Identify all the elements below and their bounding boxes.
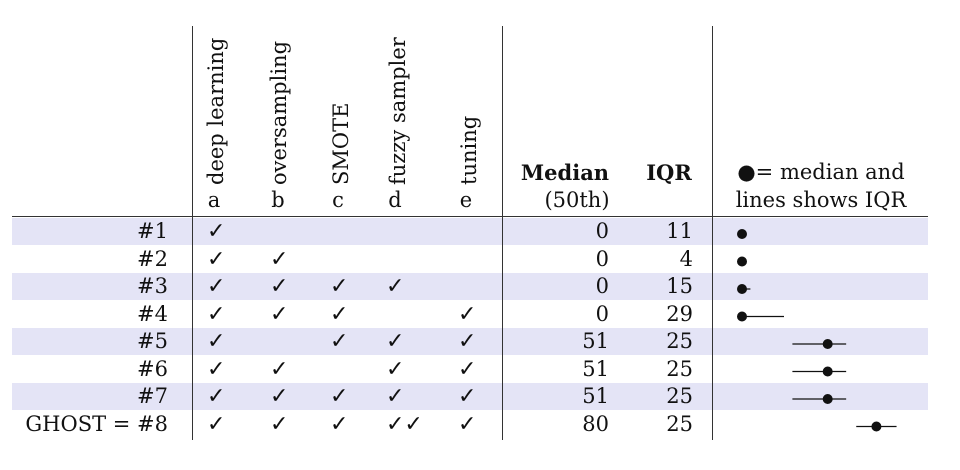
row-band-7 — [12, 383, 928, 410]
check-mark: ✓ — [330, 301, 349, 327]
median-header: Median — [520, 160, 610, 185]
check-mark: ✓ — [386, 384, 405, 409]
check-mark: ✓ — [330, 329, 349, 354]
median-dot — [737, 229, 747, 239]
check-mark: ✓ — [270, 301, 289, 327]
check-mark: ✓ — [386, 356, 405, 382]
legend-line-2: lines shows IQR — [735, 188, 907, 212]
check-mark: ✓ — [207, 356, 226, 382]
row-label: #5 — [137, 329, 168, 353]
row-label: #3 — [137, 274, 168, 298]
row-band-5 — [12, 328, 928, 355]
check-mark: ✓ — [270, 384, 289, 409]
median-dot — [737, 284, 747, 294]
check-mark: ✓ — [458, 411, 477, 437]
check-mark: ✓✓ — [386, 411, 423, 437]
median-value: 0 — [595, 246, 609, 271]
check-mark: ✓ — [458, 356, 477, 382]
median-dot — [737, 256, 747, 267]
median-value: 0 — [595, 219, 609, 243]
check-mark: ✓ — [330, 274, 349, 299]
check-mark: ✓ — [386, 329, 405, 354]
check-mark: ✓ — [270, 246, 289, 272]
median-value: 80 — [582, 411, 609, 436]
column-letter-d: d — [388, 188, 402, 212]
median-subheader: (50th) — [544, 188, 610, 212]
median-value: 51 — [582, 384, 609, 408]
iqr-value: 25 — [666, 411, 693, 436]
iqr-value: 11 — [666, 219, 693, 243]
row-label: #4 — [137, 301, 168, 326]
check-mark: ✓ — [207, 274, 226, 299]
row-label: #7 — [137, 384, 168, 408]
median-value: 51 — [582, 356, 609, 381]
median-dot — [822, 339, 833, 349]
median-dot — [737, 311, 747, 322]
iqr-header: IQR — [646, 160, 692, 185]
check-mark: ✓ — [458, 301, 477, 327]
row-label: #2 — [137, 246, 168, 271]
row-label: GHOST = #8 — [25, 411, 168, 436]
median-value: 0 — [595, 274, 609, 298]
check-mark: ✓ — [207, 329, 226, 354]
median-value: 51 — [582, 329, 609, 353]
row-band-1 — [12, 218, 928, 245]
check-mark: ✓ — [458, 329, 477, 354]
row-label: #1 — [137, 219, 168, 243]
check-mark: ✓ — [207, 411, 226, 437]
median-value: 0 — [595, 301, 609, 326]
divider-vertical-2 — [502, 26, 503, 440]
header-rule — [12, 216, 928, 217]
divider-vertical-1 — [192, 26, 193, 440]
divider-vertical-3 — [712, 26, 713, 440]
column-letter-b: b — [271, 188, 285, 212]
iqr-value: 4 — [679, 246, 693, 271]
median-dot — [822, 394, 833, 404]
check-mark: ✓ — [270, 274, 289, 299]
iqr-value: 25 — [666, 329, 693, 353]
row-band-3 — [12, 273, 928, 300]
check-mark: ✓ — [330, 384, 349, 409]
row-label: #6 — [137, 356, 168, 381]
median-dot — [822, 366, 833, 377]
iqr-value: 25 — [666, 384, 693, 408]
column-letter-c: c — [332, 188, 344, 212]
check-mark: ✓ — [330, 411, 349, 437]
iqr-value: 25 — [666, 356, 693, 381]
check-mark: ✓ — [386, 274, 405, 299]
check-mark: ✓ — [207, 384, 226, 409]
iqr-value: 29 — [666, 301, 693, 326]
legend-line-1: ●= median and — [737, 160, 905, 184]
median-dot — [871, 421, 882, 432]
column-letter-a: a — [207, 188, 221, 212]
check-mark: ✓ — [207, 301, 226, 327]
check-mark: ✓ — [270, 356, 289, 382]
check-mark: ✓ — [458, 384, 477, 409]
check-mark: ✓ — [270, 411, 289, 437]
iqr-value: 15 — [666, 274, 693, 298]
column-letter-e: e — [459, 188, 473, 212]
check-mark: ✓ — [207, 246, 226, 272]
check-mark: ✓ — [207, 219, 226, 244]
